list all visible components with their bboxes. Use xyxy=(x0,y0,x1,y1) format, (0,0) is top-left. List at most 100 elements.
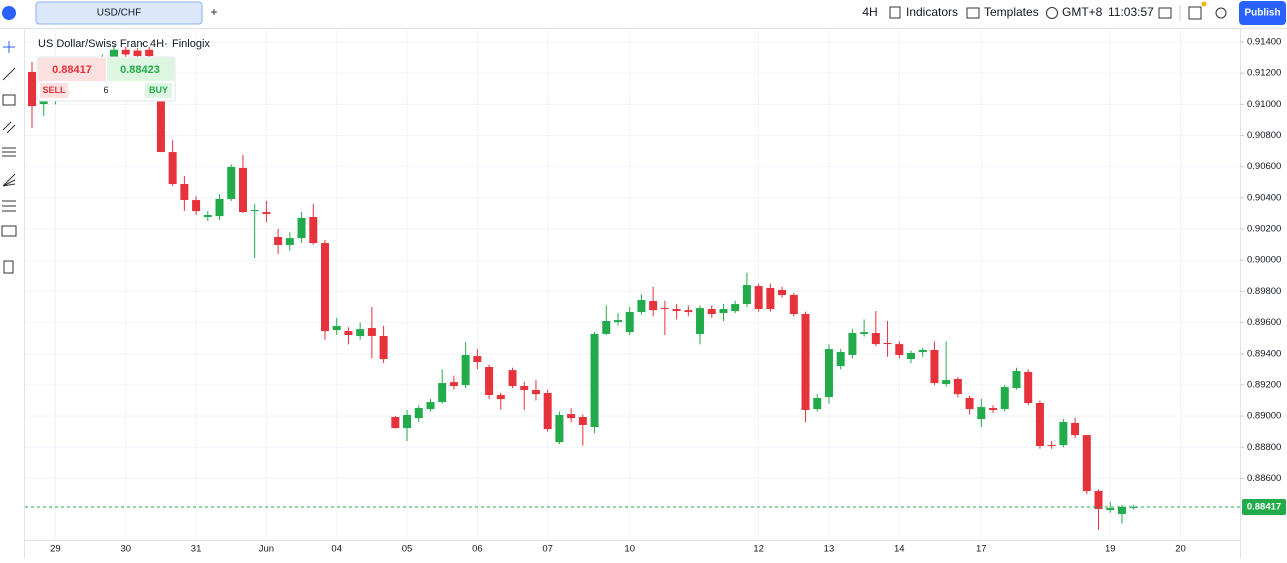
candle-body xyxy=(1059,422,1068,446)
candle-body xyxy=(672,309,681,312)
rectangle-tool[interactable] xyxy=(2,94,16,106)
candle-body xyxy=(1047,445,1056,447)
candle-body xyxy=(965,398,974,410)
candle-body xyxy=(391,417,400,429)
x-tick-label: 30 xyxy=(120,544,131,555)
templates-button[interactable]: Templates xyxy=(984,5,1039,19)
x-tick-label: 05 xyxy=(402,544,413,555)
x-tick-label: 31 xyxy=(191,544,202,555)
candle-body xyxy=(989,407,998,411)
candle-body xyxy=(555,414,564,443)
candle-body xyxy=(332,325,341,331)
candle-body xyxy=(1071,422,1080,436)
candle-body xyxy=(1000,387,1009,410)
publish-button[interactable] xyxy=(1239,1,1286,25)
candle-body xyxy=(637,299,646,312)
candle-body xyxy=(461,354,470,386)
x-tick-label: 14 xyxy=(894,544,905,555)
y-tick-label: 0.91000 xyxy=(1247,99,1281,110)
candle-body xyxy=(543,393,552,430)
candle-body xyxy=(133,50,142,57)
channel-tool[interactable] xyxy=(2,121,16,134)
logo[interactable] xyxy=(2,6,16,20)
legend-dot: · xyxy=(140,38,144,50)
pattern-tool[interactable] xyxy=(2,200,16,212)
text-tool[interactable] xyxy=(1,225,17,237)
candle-body xyxy=(379,335,388,360)
indicators-icon xyxy=(889,6,901,19)
candle-body xyxy=(192,200,201,212)
candle-body xyxy=(813,398,822,410)
candle-body xyxy=(848,333,857,355)
candle-body xyxy=(660,308,669,310)
y-tick-label: 0.90800 xyxy=(1247,130,1281,141)
candle-body xyxy=(778,289,787,295)
candle-body xyxy=(414,407,423,419)
x-tick-label: 06 xyxy=(472,544,483,555)
candle-body xyxy=(684,310,693,312)
settings-icon[interactable] xyxy=(1215,7,1227,19)
candle-body xyxy=(590,333,599,427)
candle-body xyxy=(1082,435,1091,492)
y-tick-label: 0.90400 xyxy=(1247,192,1281,203)
delete-tool[interactable] xyxy=(3,260,14,274)
candle-body xyxy=(918,349,927,353)
candle-body xyxy=(977,407,986,420)
x-tick-label: 10 xyxy=(624,544,635,555)
gann-tool[interactable] xyxy=(2,173,16,187)
x-tick-label: 19 xyxy=(1105,544,1116,555)
y-tick-label: 0.89800 xyxy=(1247,286,1281,297)
y-tick-label: 0.88600 xyxy=(1247,473,1281,484)
y-tick-label: 0.88800 xyxy=(1247,442,1281,453)
candle-body xyxy=(1012,371,1021,389)
candle-body xyxy=(356,329,365,336)
candle-body xyxy=(227,167,236,199)
crosshair-tool[interactable] xyxy=(3,41,15,53)
screenshot-icon[interactable] xyxy=(1158,7,1172,19)
add-tab[interactable]: + xyxy=(210,5,217,19)
candle-body xyxy=(824,349,833,398)
symbol-tab-label: USD/CHF xyxy=(97,8,141,19)
clock: 11:03:57 xyxy=(1108,5,1154,19)
candle-body xyxy=(485,366,494,396)
candle-body xyxy=(895,344,904,355)
legend-interval: 4H xyxy=(150,38,164,50)
x-tick-label: 07 xyxy=(542,544,553,555)
buy-box[interactable] xyxy=(107,58,174,81)
candle-body xyxy=(520,386,529,391)
y-tick-label: 0.89400 xyxy=(1247,348,1281,359)
symbol-tab[interactable] xyxy=(35,1,203,25)
candle-body xyxy=(28,71,36,107)
fib-tool[interactable] xyxy=(2,147,16,157)
buy-button[interactable] xyxy=(145,83,172,98)
x-tick-label: 12 xyxy=(753,544,764,555)
candle-body xyxy=(953,378,962,395)
candle-body xyxy=(1106,508,1115,511)
candle-body xyxy=(789,294,798,314)
candle-body xyxy=(473,356,482,362)
x-tick-label: 17 xyxy=(976,544,987,555)
quantity[interactable]: 6 xyxy=(103,85,108,95)
candle-body xyxy=(766,287,775,310)
buy-price: 0.88423 xyxy=(120,64,160,76)
candle-body xyxy=(262,212,271,215)
candle-body xyxy=(1035,402,1044,447)
candle-body xyxy=(321,243,329,331)
candle-body xyxy=(602,321,611,334)
candle-body xyxy=(871,333,880,345)
sell-box[interactable] xyxy=(38,58,106,81)
price-label: 0.88417 xyxy=(1247,501,1281,512)
candle-body xyxy=(707,309,716,314)
candle-body xyxy=(883,342,892,345)
candle-body xyxy=(567,414,576,419)
timezone-button[interactable]: GMT+8 xyxy=(1062,5,1103,19)
sell-button[interactable] xyxy=(40,83,68,98)
candle-body xyxy=(625,311,634,333)
layout-icon[interactable] xyxy=(1188,6,1202,20)
interval-button[interactable]: 4H xyxy=(862,5,877,19)
trendline-tool[interactable] xyxy=(2,67,16,81)
candle-body xyxy=(836,352,845,367)
candle-body xyxy=(274,236,283,245)
indicators-button[interactable]: Indicators xyxy=(906,5,958,19)
